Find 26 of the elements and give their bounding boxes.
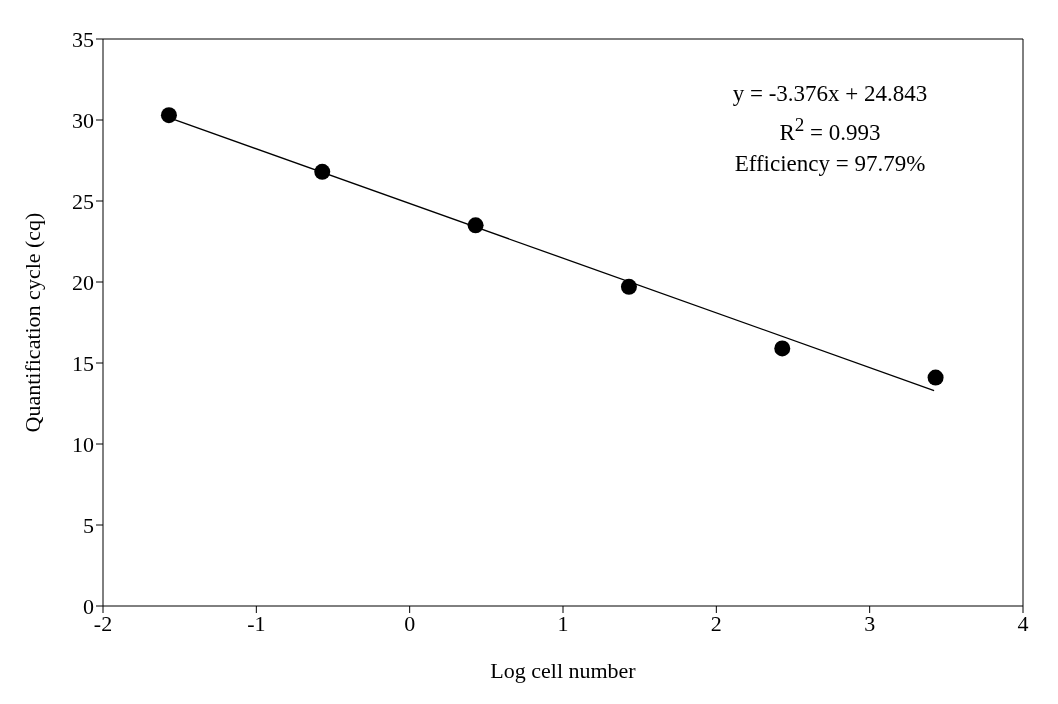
x-axis-title: Log cell number (490, 658, 637, 683)
y-tick-label: 10 (72, 431, 94, 457)
x-tick-label: 4 (1017, 610, 1029, 636)
x-tick-label: 1 (557, 610, 569, 636)
point (467, 217, 484, 234)
y-tick-label: 20 (72, 269, 94, 295)
point (314, 163, 331, 180)
point (620, 278, 637, 295)
y-tick-label: 25 (72, 188, 94, 214)
x-tick-label: -1 (247, 610, 266, 636)
x-tick-label: -2 (93, 610, 113, 636)
y-tick-label: 0 (83, 593, 94, 619)
x-tick-label: 2 (710, 610, 722, 636)
y-axis-title: Quantification cycle (cq) (19, 212, 45, 433)
point (774, 340, 791, 357)
annotation: R$^{2}$ = 0.993 (778, 113, 882, 147)
y-tick-label: 15 (72, 350, 94, 376)
point (927, 369, 944, 386)
y-tick-label: 5 (83, 512, 94, 538)
annotation: Efficiency = 97.79% (733, 149, 927, 178)
annotation: y = -3.376x + 24.843 (731, 80, 929, 108)
point (160, 107, 177, 124)
y-tick-label: 30 (72, 107, 94, 133)
x-tick-label: 3 (864, 610, 876, 636)
y-tick-label: 35 (72, 26, 94, 52)
x-tick-label: 0 (404, 610, 416, 636)
